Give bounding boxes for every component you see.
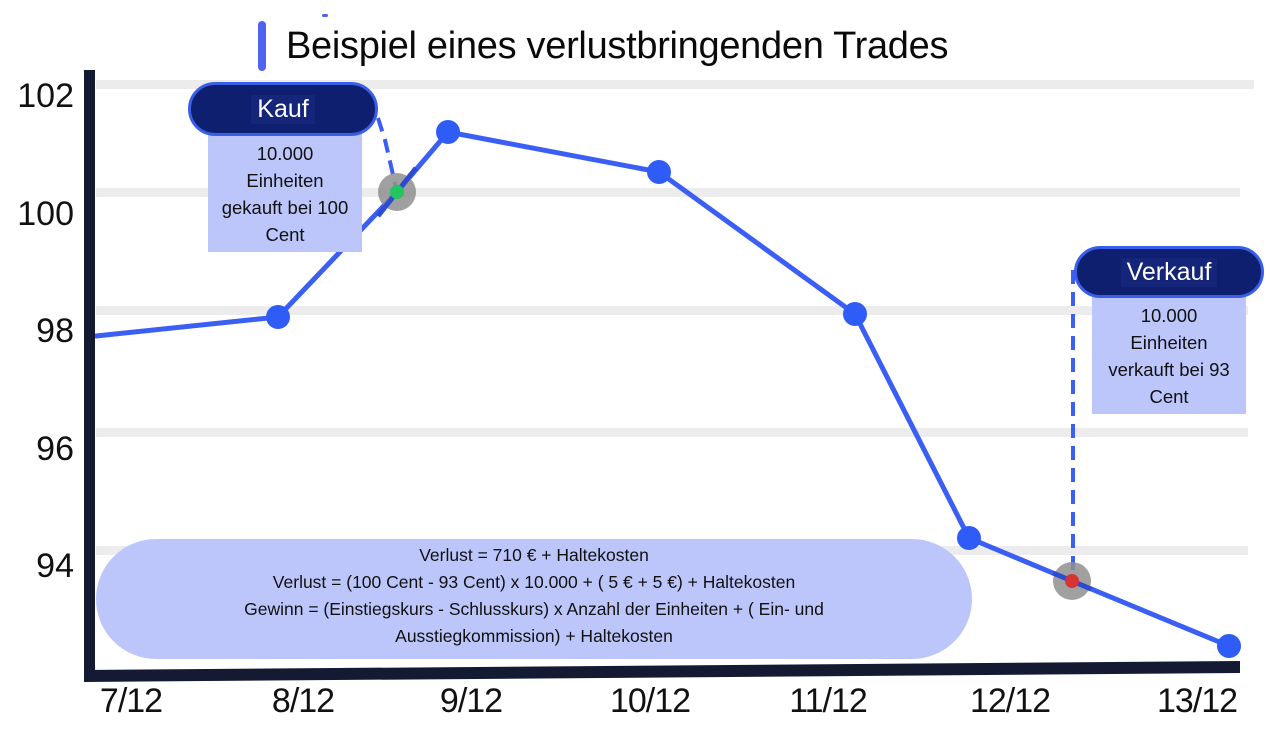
loss-formula-box: Verlust = 710 € + Haltekosten Verlust = … [96, 539, 972, 659]
formula-line-loss-total: Verlust = 710 € + Haltekosten [419, 545, 649, 565]
sell-marker [1052, 562, 1092, 600]
x-tick-8-12: 8/12 [271, 682, 335, 720]
point-13-12 [1217, 634, 1241, 658]
buy-callout-label-text: Kauf [251, 94, 315, 124]
sell-callout-label-text: Verkauf [1120, 257, 1218, 287]
gridline-100 [96, 188, 1240, 197]
gridline-98 [96, 306, 1248, 315]
x-tick-12-12: 12/12 [969, 682, 1051, 720]
y-axis-line [84, 70, 95, 678]
point-11-12 [843, 302, 867, 326]
sell-callout-details: 10.000 Einheiten verkauft bei 93 Cent [1092, 292, 1246, 414]
buy-callout-line: gekauft bei 100 [221, 197, 349, 218]
x-tick-10-12: 10/12 [609, 682, 691, 720]
x-tick-13-12: 13/12 [1156, 682, 1238, 720]
buy-connector-dashed [376, 117, 399, 193]
formula-line-general-1: Gewinn = (Einstiegskurs - Schlusskurs) x… [244, 599, 824, 619]
point-8-12 [266, 305, 290, 329]
point-10-12 [647, 160, 671, 184]
y-tick-98: 98 [36, 312, 74, 350]
buy-callout-details: 10.000 Einheiten gekauft bei 100 Cent [208, 130, 362, 252]
formula-line-loss-calc: Verlust = (100 Cent - 93 Cent) x 10.000 … [272, 572, 796, 592]
chart-title-group: Beispiel eines verlustbringenden Trades [258, 14, 949, 74]
data-points [266, 120, 1241, 658]
point-12-12 [957, 526, 981, 550]
y-tick-94: 94 [36, 547, 74, 585]
sell-callout-line: Einheiten [1130, 332, 1208, 353]
sell-callout-line: 10.000 [1140, 305, 1198, 326]
point-9-12 [436, 120, 460, 144]
buy-marker [376, 166, 418, 218]
title-accent-dot [322, 14, 328, 17]
x-tick-9-12: 9/12 [439, 682, 503, 720]
sell-callout-line: verkauft bei 93 [1108, 359, 1230, 380]
buy-callout-line: 10.000 [256, 143, 314, 164]
sell-callout-label: Verkauf [1074, 246, 1264, 298]
chart-title: Beispiel eines verlustbringenden Trades [286, 24, 949, 67]
y-tick-100: 100 [17, 195, 74, 233]
gridline-96 [96, 428, 1248, 437]
title-accent-bar [258, 21, 266, 71]
formula-line-general-2: Ausstiegkommission) + Haltekosten [395, 626, 673, 646]
y-tick-96: 96 [36, 430, 74, 468]
buy-callout-line: Einheiten [246, 170, 324, 191]
y-tick-102: 102 [17, 77, 74, 115]
buy-callout-label: Kauf [188, 82, 378, 136]
x-tick-11-12: 11/12 [789, 682, 868, 720]
buy-callout-line: Cent [265, 224, 305, 245]
x-tick-7-12: 7/12 [99, 682, 163, 720]
sell-callout-line: Cent [1149, 386, 1189, 407]
x-axis-line [84, 661, 1240, 682]
gridline-102 [96, 80, 1254, 89]
sell-marker-dot [1065, 574, 1079, 588]
buy-marker-dot [390, 185, 404, 199]
